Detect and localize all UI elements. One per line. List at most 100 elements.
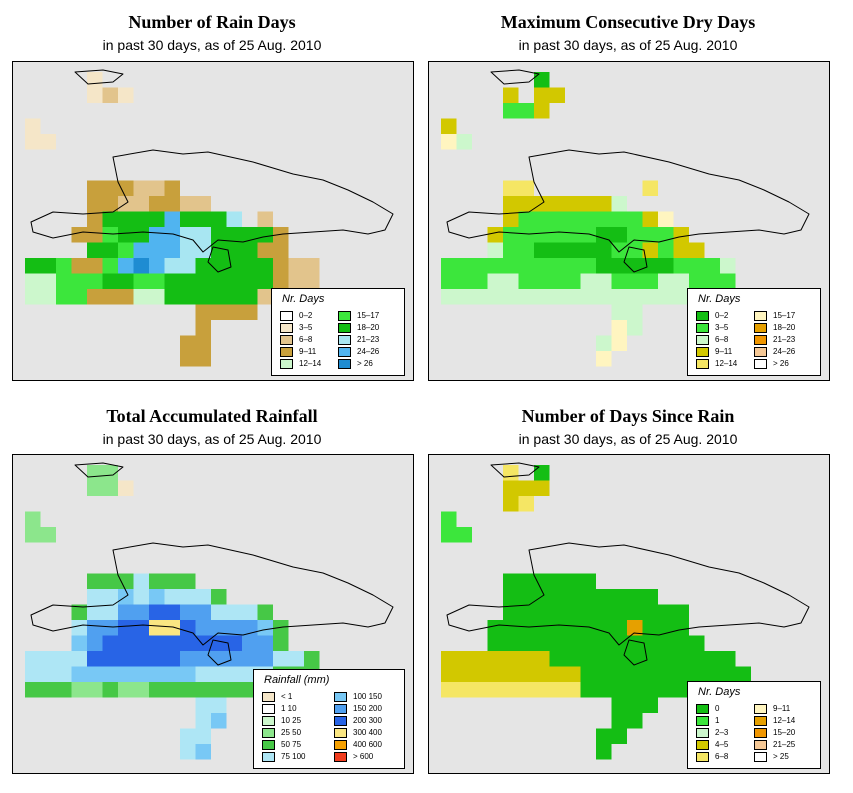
grid-cell <box>118 651 134 667</box>
grid-cell <box>118 666 134 682</box>
legend-label: > 600 <box>353 752 374 761</box>
grid-cell <box>226 620 242 636</box>
grid-cell <box>211 589 227 605</box>
grid-cell <box>642 635 658 651</box>
legend-label: 6–8 <box>715 752 729 761</box>
grid-cell <box>596 666 612 682</box>
legend-swatch <box>696 347 709 357</box>
grid-cell <box>611 196 627 212</box>
legend-label: 18–20 <box>773 323 796 332</box>
grid-cell <box>534 289 550 305</box>
grid-cell <box>596 227 612 243</box>
grid-cell <box>211 635 227 651</box>
grid-cell <box>518 620 534 636</box>
grid-cell <box>211 697 227 713</box>
grid-cell <box>565 682 581 698</box>
grid-cell <box>164 273 180 289</box>
grid-cell <box>503 589 519 605</box>
grid-cell <box>627 589 643 605</box>
legend-item: 3–5 <box>696 323 728 333</box>
legend-item: 200 300 <box>334 716 382 726</box>
grid-cell <box>534 666 550 682</box>
grid-cell <box>164 651 180 667</box>
grid-cell <box>441 511 457 527</box>
grid-cell <box>627 713 643 729</box>
grid-cell <box>195 728 211 744</box>
legend-item: 24–26 <box>754 347 795 357</box>
grid-cell <box>102 180 118 196</box>
legend-label: 12–14 <box>715 359 738 368</box>
grid-cell <box>195 744 211 760</box>
grid-cell <box>549 604 565 620</box>
grid-cell <box>164 682 180 698</box>
legend-swatch <box>696 335 709 345</box>
legend-swatch <box>338 335 351 345</box>
grid-cell <box>534 211 550 227</box>
grid-cell <box>102 196 118 212</box>
legend-item: 21–25 <box>754 740 795 750</box>
grid-cell <box>118 227 134 243</box>
grid-cell <box>673 651 689 667</box>
grid-cell <box>149 589 165 605</box>
grid-cell <box>211 258 227 274</box>
grid-cell <box>673 258 689 274</box>
legend-label: 6–8 <box>299 335 313 344</box>
legend-swatch <box>754 704 767 714</box>
legend-label: > 26 <box>357 359 373 368</box>
grid-cell <box>87 211 103 227</box>
grid-cell <box>87 242 103 258</box>
legend-item: 9–11 <box>754 704 790 714</box>
grid-cell <box>518 227 534 243</box>
grid-cell <box>673 273 689 289</box>
grid-cell <box>87 635 103 651</box>
grid-cell <box>102 242 118 258</box>
map-grid <box>25 69 394 367</box>
grid-cell <box>164 211 180 227</box>
grid-cell <box>596 604 612 620</box>
grid-cell <box>242 651 258 667</box>
grid-cell <box>487 273 503 289</box>
grid-cell <box>503 604 519 620</box>
legend-label: 25 50 <box>281 728 302 737</box>
grid-cell <box>689 258 705 274</box>
grid-cell <box>580 289 596 305</box>
grid-cell <box>102 480 118 496</box>
grid-cell <box>627 211 643 227</box>
grid-cell <box>518 635 534 651</box>
grid-cell <box>580 211 596 227</box>
grid-cell <box>102 682 118 698</box>
grid-cell <box>503 196 519 212</box>
grid-cell <box>549 211 565 227</box>
coastline-island <box>490 462 540 478</box>
legend-swatch <box>754 323 767 333</box>
grid-cell <box>195 304 211 320</box>
grid-cell <box>180 258 196 274</box>
grid-cell <box>441 258 457 274</box>
grid-cell <box>25 118 41 134</box>
legend-label: 24–26 <box>357 347 380 356</box>
grid-cell <box>180 573 196 589</box>
grid-cell <box>149 651 165 667</box>
grid-cell <box>673 620 689 636</box>
grid-cell <box>118 604 134 620</box>
legend-label: 0–2 <box>299 311 313 320</box>
grid-cell <box>102 651 118 667</box>
coastline-island <box>74 69 124 85</box>
grid-cell <box>456 527 472 543</box>
grid-cell <box>549 589 565 605</box>
grid-cell <box>180 351 196 367</box>
legend-item: 12–14 <box>280 359 321 369</box>
grid-cell <box>149 635 165 651</box>
grid-cell <box>195 227 211 243</box>
legend-item: 300 400 <box>334 728 382 738</box>
legend-label: > 26 <box>773 359 789 368</box>
grid-cell <box>257 604 273 620</box>
grid-cell <box>118 480 134 496</box>
grid-cell <box>87 666 103 682</box>
map-legend: Nr. Days 0 1 2–3 4–5 6–8 9–11 12–14 15–20 21–25 > … <box>687 681 821 769</box>
legend-item: 18–20 <box>338 323 379 333</box>
grid-cell <box>195 320 211 336</box>
grid-cell <box>87 604 103 620</box>
grid-cell <box>689 273 705 289</box>
grid-cell <box>164 289 180 305</box>
